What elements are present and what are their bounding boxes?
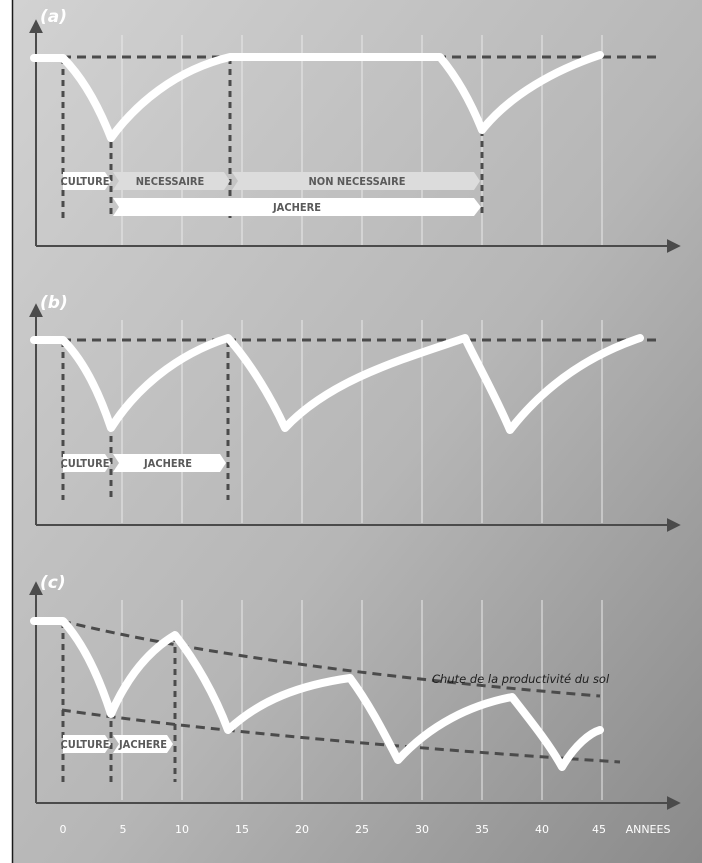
tick-label: 25 [355,823,369,836]
panel-a-necessaire-label: NECESSAIRE [136,175,205,188]
panel-c-annotation: Chute de la productivité du sol [432,672,610,686]
panel-a-curve [30,51,604,142]
panel-c: (c) Chute de la productivité du sol CULT… [29,573,681,810]
panel-c-lower-trend [61,708,621,764]
panel-a-non-necessaire-label: NON NECESSAIRE [309,175,406,188]
panel-a-culture-box: CULTURE [61,172,111,190]
tick-label: 15 [235,823,249,836]
panel-b-markers [61,341,230,500]
x-axis-ticks: 0 5 10 15 20 25 30 35 40 45 ANNEES [60,823,671,836]
tick-label: 5 [120,823,127,836]
panel-c-curve [30,617,604,771]
panel-a-jachere-label: JACHERE [272,201,321,214]
panel-b-curve [30,334,644,434]
tick-label: 40 [535,823,549,836]
panel-c-letter: (c) [40,573,66,593]
tick-label: 30 [415,823,429,836]
panel-b-letter: (b) [40,293,68,313]
panel-c-upper-trend [61,619,601,698]
tick-label: 45 [592,823,606,836]
x-axis-unit: ANNEES [626,823,671,836]
panel-b-culture-box: CULTURE [61,454,111,472]
panel-a-necessaire-box: NECESSAIRE [113,172,230,190]
tick-label: 20 [295,823,309,836]
panel-a-non-necessaire-box: NON NECESSAIRE [232,172,480,190]
tick-label: 10 [175,823,189,836]
panel-a-culture-label: CULTURE [61,175,110,188]
tick-label: 0 [60,823,67,836]
panel-b-jachere-label: JACHERE [143,457,192,470]
tick-label: 35 [475,823,489,836]
panel-b-jachere-box: JACHERE [113,454,226,472]
panel-c-culture-label: CULTURE [61,738,110,751]
panel-b: (b) CULTURE JACHERE [29,293,681,532]
panel-a-markers [61,58,484,218]
panel-a: (a) CULTURE NECESSAIRE [29,7,681,253]
panel-c-jachere-box: JACHERE [113,735,173,753]
panel-c-culture-box: CULTURE [61,735,111,753]
panel-a-jachere-box: JACHERE [113,198,481,216]
panel-a-letter: (a) [40,7,67,27]
panel-b-culture-label: CULTURE [61,457,110,470]
panel-c-jachere-label: JACHERE [118,738,167,751]
panel-c-markers [61,622,177,782]
